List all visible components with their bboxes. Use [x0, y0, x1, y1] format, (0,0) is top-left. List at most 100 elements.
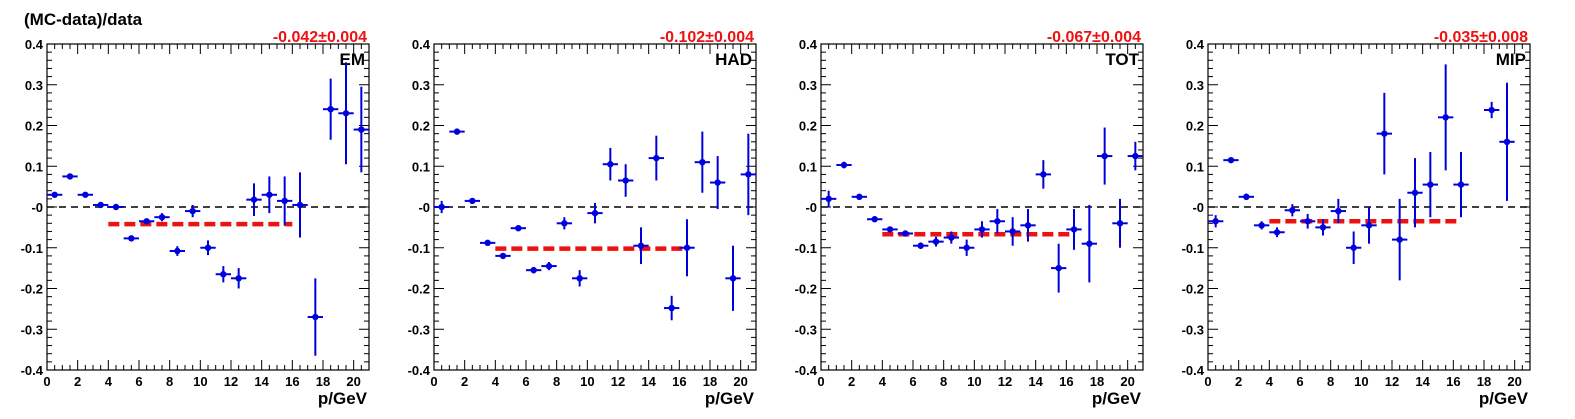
data-point — [169, 246, 185, 256]
data-point — [200, 240, 216, 256]
data-point — [1376, 92, 1392, 175]
marker — [296, 201, 304, 209]
x-tick-label: 16 — [1446, 374, 1460, 389]
y-tick-label: -0.1 — [795, 241, 817, 256]
x-axis-label: p/GeV — [318, 389, 368, 408]
marker — [174, 247, 181, 255]
y-tick-label: -0 — [1192, 200, 1204, 215]
data-point — [602, 147, 618, 181]
data-point — [1254, 221, 1270, 230]
data-point — [836, 161, 852, 169]
y-tick-label: 0.3 — [1186, 78, 1204, 93]
marker — [1335, 207, 1342, 215]
y-tick-label: -0.2 — [1182, 282, 1204, 297]
marker — [1442, 114, 1449, 121]
data-point — [1392, 198, 1408, 281]
panel-tot: -0.4 -0.3 -0.2 -0.1 -0 0.1 0.2 0.3 0.4 0 2 4 6 8 10 12 1… — [795, 29, 1144, 408]
data-point — [93, 201, 109, 209]
data-point — [974, 221, 990, 238]
panel-title: MIP — [1496, 50, 1526, 69]
y-tick-label: -0.4 — [1182, 363, 1205, 378]
data-point — [1020, 209, 1036, 242]
data-point — [1346, 231, 1362, 265]
marker — [66, 173, 74, 180]
marker — [1086, 240, 1093, 247]
x-tick-label: 4 — [1266, 374, 1274, 389]
fit-result-label: -0.067±0.004 — [1047, 29, 1141, 46]
data-point — [1223, 156, 1239, 164]
data-point — [292, 172, 308, 238]
x-tick-label: 18 — [1090, 374, 1104, 389]
data-point — [1453, 151, 1469, 218]
marker — [902, 230, 909, 237]
data-point — [77, 191, 93, 198]
marker — [653, 154, 660, 162]
data-point — [62, 173, 78, 180]
marker — [825, 195, 832, 203]
marker — [1132, 152, 1139, 160]
data-point — [1330, 198, 1346, 224]
data-point — [1315, 219, 1331, 236]
data-point — [154, 213, 170, 222]
data-point — [694, 131, 710, 193]
marker — [235, 275, 242, 282]
y-tick-label: 0.3 — [25, 78, 43, 93]
marker — [1258, 222, 1265, 229]
y-tick-label: -0.2 — [21, 282, 43, 297]
marker — [932, 238, 940, 245]
marker — [1212, 218, 1219, 225]
data-point — [231, 268, 247, 289]
x-tick-label: 12 — [998, 374, 1012, 389]
data-point — [679, 219, 695, 277]
data-point — [989, 209, 1005, 234]
data-point — [246, 183, 262, 216]
x-axis-label: p/GeV — [705, 389, 755, 408]
x-tick-label: 12 — [1385, 374, 1399, 389]
marker — [591, 209, 599, 217]
y-tick-label: -0.1 — [21, 241, 43, 256]
x-tick-label: 18 — [1477, 374, 1491, 389]
marker — [220, 271, 227, 278]
y-tick-label: 0.4 — [25, 37, 44, 52]
x-tick-label: 16 — [672, 374, 686, 389]
marker — [994, 218, 1001, 225]
data-point — [572, 270, 588, 287]
marker — [1457, 181, 1465, 188]
x-tick-label: 0 — [43, 374, 50, 389]
y-tick-label: -0.4 — [408, 363, 431, 378]
data-point — [338, 62, 354, 165]
y-tick-label: -0 — [31, 200, 43, 215]
x-tick-label: 12 — [224, 374, 238, 389]
y-tick-label: -0.4 — [795, 363, 818, 378]
x-tick-label: 12 — [611, 374, 625, 389]
y-tick-label: -0 — [418, 200, 430, 215]
data-point — [353, 86, 369, 173]
data-point — [928, 236, 944, 247]
marker — [143, 218, 150, 225]
data-point — [897, 230, 913, 237]
panel-title: HAD — [715, 50, 752, 69]
y-tick-label: -0.4 — [21, 363, 44, 378]
marker — [561, 220, 568, 227]
marker — [1427, 181, 1434, 188]
marker — [515, 224, 522, 232]
data-point — [664, 295, 680, 321]
x-tick-label: 14 — [1028, 374, 1043, 389]
x-tick-label: 16 — [1059, 374, 1073, 389]
x-tick-label: 2 — [848, 374, 855, 389]
data-point — [1005, 217, 1021, 246]
y-tick-label: 0.2 — [1186, 119, 1204, 134]
data-point — [740, 133, 756, 216]
data-point — [1269, 227, 1285, 238]
marker — [668, 304, 675, 312]
data-point — [1284, 204, 1300, 217]
x-tick-label: 10 — [580, 374, 594, 389]
y-tick-label: 0.1 — [412, 159, 430, 174]
data-point — [480, 239, 496, 247]
data-point — [1499, 82, 1515, 201]
data-point — [495, 252, 511, 260]
x-tick-label: 18 — [316, 374, 330, 389]
data-point — [587, 202, 603, 224]
marker — [963, 244, 970, 251]
y-tick-label: 0.4 — [799, 37, 818, 52]
